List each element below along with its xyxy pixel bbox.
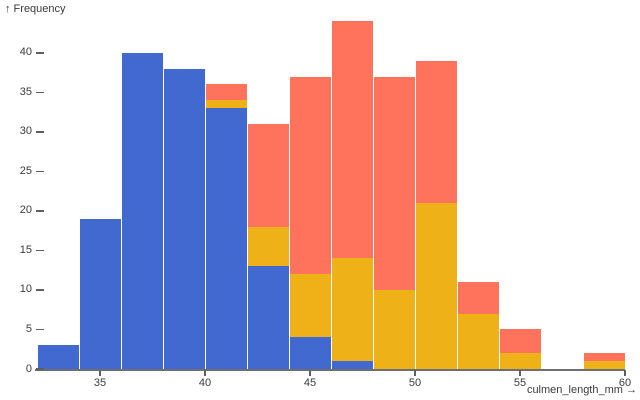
y-tick-mark	[36, 328, 44, 331]
y-tick-mark	[36, 368, 44, 370]
y-tick-label: 0	[25, 362, 32, 375]
bar-segment-series-gold	[457, 313, 499, 369]
x-axis-label: culmen_length_mm →	[526, 384, 637, 396]
y-tick-label: 20	[19, 204, 32, 217]
bar-segment-series-gold	[415, 202, 457, 369]
bar-segment-series-gold	[373, 289, 415, 369]
bar-segment-series-red	[415, 60, 457, 203]
y-tick-label: 15	[19, 243, 32, 256]
bar-segment-series-gold	[331, 258, 373, 362]
bar-segment-series-gold	[205, 100, 247, 109]
x-tick-label: 45	[303, 377, 317, 389]
y-tick-label: 35	[19, 85, 32, 98]
y-tick-mark	[36, 289, 44, 291]
y-tick-label: 25	[19, 164, 32, 177]
y-tick-mark	[36, 170, 44, 173]
y-tick-mark	[36, 249, 44, 252]
bar-segment-series-red	[331, 21, 373, 259]
bar-segment-series-red	[583, 353, 625, 362]
bar-segment-series-red	[205, 84, 247, 101]
x-tick-mark	[519, 369, 521, 376]
y-axis-label: ↑ Frequency	[5, 3, 66, 15]
x-axis-line	[35, 369, 625, 371]
y-tick-mark	[36, 131, 44, 133]
x-tick-label: 60	[618, 377, 632, 389]
x-tick-mark	[99, 369, 101, 376]
bar-segment-series-blue	[79, 218, 121, 369]
bar-segment-series-gold	[583, 361, 625, 369]
x-tick-label: 50	[408, 377, 422, 389]
bar-segment-series-red	[289, 76, 331, 275]
x-tick-mark	[204, 369, 206, 376]
bar-segment-series-blue	[331, 361, 373, 369]
x-tick-label: 35	[93, 377, 107, 389]
y-tick-mark	[36, 91, 44, 94]
bar-segment-series-blue	[205, 108, 247, 369]
bar-segment-series-blue	[37, 345, 79, 369]
bar-segment-series-gold	[289, 274, 331, 338]
x-tick-mark	[309, 369, 311, 376]
bar-segment-series-blue	[121, 52, 163, 369]
bar-segment-series-blue	[163, 68, 205, 369]
x-tick-label: 55	[513, 377, 527, 389]
x-tick-mark	[624, 369, 626, 376]
y-tick-label: 5	[25, 322, 32, 335]
x-tick-label: 40	[198, 377, 212, 389]
y-tick-mark	[36, 52, 44, 54]
bar-segment-series-gold	[499, 353, 541, 369]
bar-segment-series-blue	[289, 337, 331, 369]
bar-segment-series-red	[373, 76, 415, 290]
bar-segment-series-red	[499, 329, 541, 354]
bar-segment-series-gold	[247, 226, 289, 267]
y-tick-label: 40	[19, 46, 32, 59]
y-tick-label: 30	[19, 125, 32, 138]
y-tick-label: 10	[19, 283, 32, 296]
bar-segment-series-red	[247, 123, 289, 227]
x-tick-mark	[414, 369, 416, 376]
bar-segment-series-red	[457, 282, 499, 314]
y-tick-mark	[36, 210, 44, 212]
bar-segment-series-blue	[247, 266, 289, 369]
